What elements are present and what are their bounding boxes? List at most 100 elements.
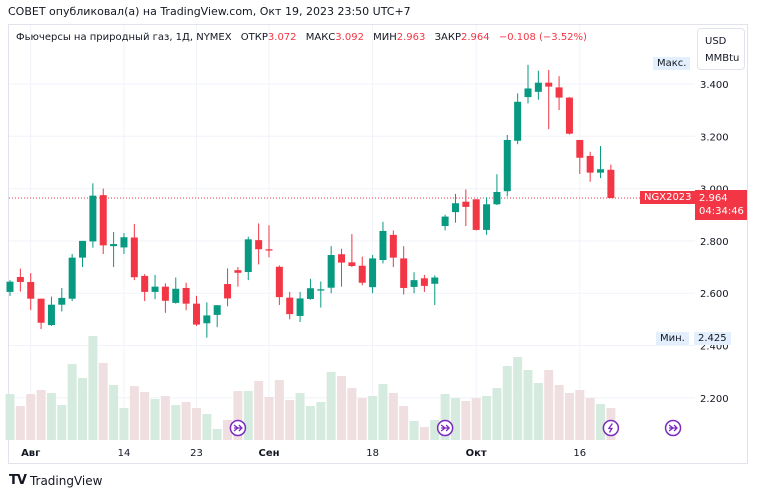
dividend-arrow-icon[interactable]: [664, 419, 682, 437]
volume-bar: [544, 370, 554, 440]
candle-body: [110, 244, 118, 247]
candle-body: [265, 249, 273, 251]
volume-bar: [140, 392, 150, 440]
y-tick-label: 3.200: [700, 132, 729, 143]
candle-body: [99, 195, 107, 246]
candle-body: [379, 230, 387, 260]
candle-body: [534, 82, 542, 92]
volume-bar: [243, 391, 253, 440]
volume-bar: [596, 404, 606, 440]
candle-body: [47, 304, 55, 326]
volume-bar: [378, 384, 388, 440]
ticker-tag: NGX2023: [640, 191, 696, 204]
candle-body: [338, 254, 346, 263]
volume-bar: [533, 383, 543, 440]
candle-body: [286, 297, 294, 315]
candle-body: [348, 262, 356, 267]
currency-unit-button[interactable]: USD MMBtu: [697, 28, 745, 70]
y-tick-label: 2.200: [700, 394, 729, 405]
candle-body: [6, 281, 14, 292]
last-price: 2.964: [699, 193, 728, 204]
candle-body: [192, 303, 200, 325]
volume-bar: [430, 420, 440, 440]
publish-line: СОВЕТ опубликовал(а) на TradingView.com,…: [8, 5, 411, 18]
volume-bar: [285, 400, 295, 440]
candle-body: [483, 204, 491, 230]
y-tick-label: 2.800: [700, 237, 729, 248]
candle-body: [503, 139, 511, 192]
candle-body: [275, 266, 283, 298]
symbol-title[interactable]: Фьючерсы на природный газ, 1Д, NYMEX: [16, 32, 232, 43]
footer-brand[interactable]: TV TradingView: [9, 473, 102, 488]
grid: [9, 25, 695, 440]
y-tick-label: 2.600: [700, 289, 729, 300]
volume-bar: [88, 336, 98, 440]
volume-bar: [513, 357, 523, 440]
candle-body: [586, 155, 594, 173]
arrow-glyph: [440, 424, 451, 432]
volume-bar: [57, 405, 67, 440]
candle-body: [431, 277, 439, 284]
candle-body: [565, 97, 573, 134]
volume-bar: [5, 394, 15, 440]
lightning-icon[interactable]: [602, 419, 620, 437]
close-label: ЗАКР: [434, 32, 461, 43]
candle-body: [420, 278, 428, 286]
dividend-arrow-icon[interactable]: [229, 419, 247, 437]
candle-body: [151, 286, 159, 292]
volume-bar: [305, 406, 315, 440]
currency-label: USD: [705, 36, 727, 47]
time-axis: Авг 14 23 Сен 18 Окт 16: [21, 448, 586, 459]
volume-bar: [98, 363, 108, 440]
volume-bar: [212, 429, 222, 440]
volume-bar: [440, 394, 450, 440]
lightning-glyph: [607, 423, 614, 433]
x-tick-label: 14: [118, 448, 131, 459]
volume-bar: [202, 414, 212, 440]
volume-bar: [523, 370, 533, 440]
volume-bar: [264, 397, 274, 440]
volume-bar: [129, 386, 139, 440]
x-tick-label: Авг: [21, 448, 40, 459]
volume-bar: [233, 391, 243, 440]
candle-body: [555, 87, 563, 98]
candle-body: [16, 276, 24, 282]
candle-body: [597, 169, 605, 173]
volume-bar: [295, 393, 305, 440]
candle-body: [400, 258, 408, 288]
volume-bar: [399, 406, 409, 440]
volume-bar: [78, 378, 88, 440]
close-value: 2.964: [460, 32, 490, 43]
candle-body: [234, 270, 242, 273]
candle-body: [79, 240, 87, 258]
candle-body: [141, 275, 149, 292]
candle-body: [172, 288, 180, 303]
volume-bar: [181, 402, 191, 440]
open-value: 3.072: [267, 32, 297, 43]
candle-body: [358, 265, 366, 283]
candle-body: [161, 286, 169, 301]
volume-bar: [67, 364, 77, 440]
volume-bar: [502, 366, 512, 440]
candle-body: [524, 88, 532, 98]
candle-body: [493, 191, 501, 205]
high-value: 3.092: [335, 32, 364, 43]
last-price-tag: 2.964 04:34:46: [695, 190, 747, 220]
volume-bar: [575, 390, 585, 440]
volume-bar: [119, 408, 129, 440]
volume-bar: [160, 396, 170, 440]
candle-body: [37, 298, 45, 323]
min-tag: Мин.: [656, 332, 689, 345]
volume-bar: [191, 408, 201, 440]
volume-bar: [419, 427, 429, 440]
volume-bar: [171, 405, 181, 440]
max-tag: Макс.: [653, 57, 691, 70]
volume-bar: [150, 399, 160, 440]
chart-frame: [8, 24, 748, 464]
volume-bar: [461, 401, 471, 440]
bar-countdown: 04:34:46: [699, 206, 744, 217]
min-value: 2.425: [694, 332, 731, 345]
dividend-arrow-icon[interactable]: [436, 419, 454, 437]
volume-bar: [326, 372, 336, 440]
